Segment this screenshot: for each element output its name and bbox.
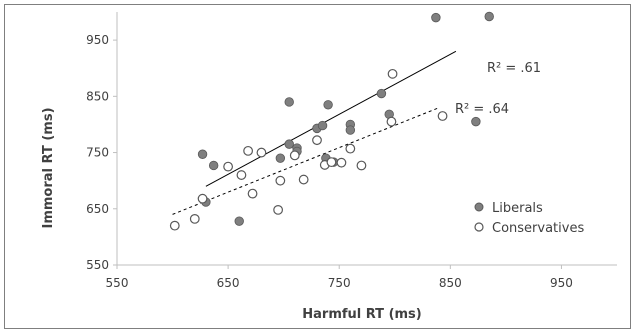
point-liberals [484, 11, 494, 22]
r2-text-liberals: R² = .61 [487, 61, 541, 76]
axes-layer: 550 650 750 850 950 550 650 750 850 950 [86, 12, 617, 290]
y-tick-label: 950 [86, 33, 109, 47]
point-conservatives [243, 145, 254, 156]
legend-label-conservatives: Conservatives [492, 221, 584, 236]
point-conservatives [356, 160, 367, 171]
x-tick-label: 650 [217, 276, 240, 290]
y-tick-label: 850 [86, 89, 109, 103]
point-conservatives [312, 135, 322, 146]
point-conservatives [197, 193, 208, 204]
trendline-liberals [205, 50, 457, 187]
x-tick-label: 750 [328, 276, 351, 290]
legend-marker-liberals [474, 202, 484, 212]
point-liberals [275, 153, 286, 163]
point-conservatives [169, 220, 180, 231]
point-conservatives [189, 213, 200, 224]
y-tick-label: 550 [86, 258, 109, 272]
point-liberals [376, 88, 387, 99]
points-layer [169, 11, 494, 231]
chart-frame [4, 4, 631, 329]
point-liberals [345, 125, 356, 135]
trendlines-layer [172, 50, 457, 215]
legend: Liberals Conservatives [474, 201, 584, 236]
x-tick-label: 550 [106, 276, 129, 290]
point-conservatives [387, 68, 398, 79]
point-conservatives [256, 147, 267, 158]
point-liberals [431, 12, 441, 23]
point-conservatives [326, 157, 337, 168]
point-liberals [317, 120, 328, 131]
x-axis-title: Harmful RT (ms) [302, 307, 422, 322]
r2-text-conservatives: R² = .64 [455, 102, 509, 117]
y-axis-title: Immoral RT (ms) [41, 107, 56, 228]
point-conservatives [273, 205, 284, 215]
point-conservatives [437, 111, 448, 121]
point-conservatives [298, 174, 309, 185]
y-tick-label: 650 [86, 202, 109, 216]
point-conservatives [289, 150, 300, 161]
point-liberals [471, 116, 481, 127]
point-conservatives [345, 143, 356, 154]
point-liberals [234, 216, 244, 226]
legend-marker-conservatives [474, 222, 484, 232]
point-conservatives [223, 161, 234, 172]
point-liberals [197, 149, 208, 159]
point-liberals [284, 139, 294, 149]
x-tick-label: 850 [439, 276, 462, 290]
point-liberals [323, 100, 333, 110]
legend-label-liberals: Liberals [492, 201, 543, 216]
point-conservatives [386, 116, 397, 127]
r2-label-liberals: R² = .61 [487, 61, 541, 76]
point-liberals [208, 160, 219, 171]
point-conservatives [275, 175, 286, 186]
point-conservatives [247, 188, 258, 199]
point-liberals [284, 97, 294, 107]
x-tick-label: 950 [550, 276, 573, 290]
y-tick-label: 750 [86, 146, 109, 160]
r2-label-conservatives: R² = .64 [455, 102, 509, 117]
point-conservatives [236, 170, 247, 180]
point-conservatives [336, 157, 347, 168]
